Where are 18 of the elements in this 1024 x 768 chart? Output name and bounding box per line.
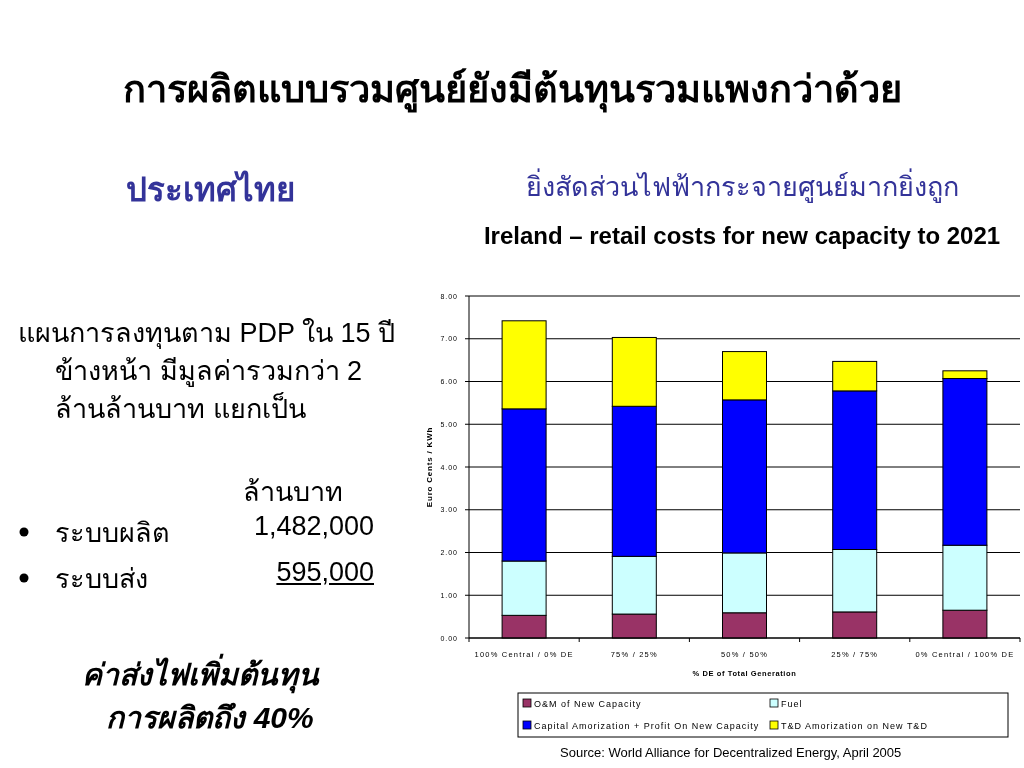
annotation: Source: World Alliance for Decentralized Energy, April 2005 (560, 745, 902, 760)
annotation: การผลิตถึง 40% (105, 700, 315, 736)
annotation: 595,000 (275, 557, 374, 588)
annotation: แผนการลงทุนตาม PDP ใน 15 ปีข้างหน้า มีมูลค่ารวมกว่า 2 ล้านล้านบาท แยกเป็น (18, 317, 397, 426)
y-axis-title: Euro Cents / KWh (425, 426, 434, 508)
annotation: ระบบส่ง (55, 563, 148, 596)
annotation: ยิ่งสัดส่วนไฟฟ้ากระจายศูนย์มากยิ่งถูก (460, 165, 1024, 208)
annotation: ระบบผลิต (55, 517, 170, 550)
subtitle: Ireland – retail costs for new capacity to 2021 (482, 221, 1002, 251)
annotation: ค่าส่งไฟเพิ่มต้นทุน (0, 651, 400, 698)
legend-label: Fuel (781, 698, 803, 709)
legend-label: Capital Amorization + Profit On New Capacity (534, 720, 760, 731)
legend-label: T&D Amorization on New T&D (781, 720, 928, 731)
legend-label: O&M of New Capacity (534, 698, 642, 709)
annotation: ประเทศไทย (124, 169, 296, 210)
annotation: ล้านบาท (243, 476, 343, 509)
annotation: 1,482,000 (253, 511, 374, 542)
title: การผลิตแบบรวมศูนย์ยังมีต้นทุนรวมแพงกว่าด้วย (0, 58, 1024, 119)
